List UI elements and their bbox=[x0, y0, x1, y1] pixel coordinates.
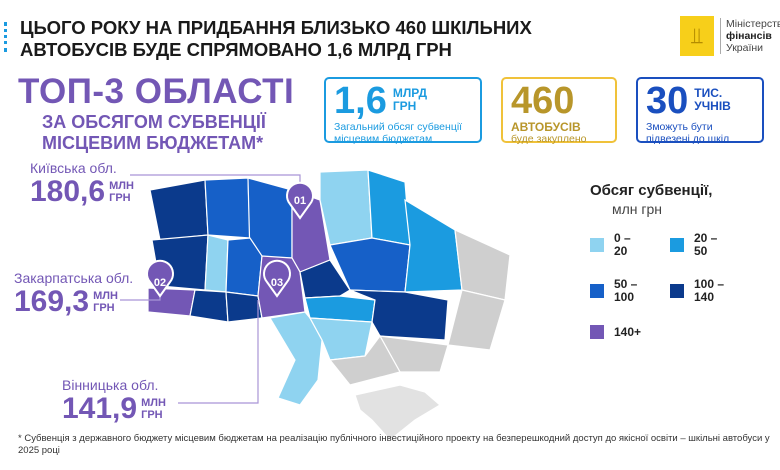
region-kyiv: Київська обл. 180,6 МЛН ГРН bbox=[30, 160, 134, 208]
region-luhansk bbox=[454, 229, 511, 301]
region-vinnytsia: Вінницька обл. 141,9 МЛН ГРН bbox=[62, 377, 166, 425]
legend-swatch bbox=[670, 238, 684, 252]
marker-03: 03 bbox=[263, 259, 291, 298]
legend-subtitle: млн грн bbox=[612, 201, 663, 217]
legend-item: 20 –50 bbox=[670, 232, 717, 258]
stat-buses: 460 АВТОБУСІВ буде закуплено bbox=[501, 77, 617, 145]
trident-icon: ⫫ bbox=[680, 16, 714, 56]
region-kherson bbox=[328, 334, 401, 386]
footnote: * Субвенція з державного бюджету місцеви… bbox=[18, 433, 770, 456]
legend-swatch bbox=[590, 284, 604, 298]
legend-label: 50 –100 bbox=[614, 277, 638, 304]
region-cherkasy bbox=[299, 259, 351, 299]
legend-label: 0 –20 bbox=[614, 231, 631, 258]
headline: ЦЬОГО РОКУ НА ПРИДБАННЯ БЛИЗЬКО 460 ШКІЛ… bbox=[20, 17, 532, 60]
region-donetsk bbox=[447, 289, 506, 351]
legend-label: 140+ bbox=[614, 324, 642, 339]
svg-text:03: 03 bbox=[271, 277, 283, 289]
legend-item: 140+ bbox=[590, 325, 641, 339]
top3-title: ТОП-3 ОБЛАСТІ bbox=[18, 72, 295, 111]
region-chernihiv bbox=[319, 169, 373, 246]
region-volyn bbox=[149, 179, 209, 241]
legend-label: 100 –140 bbox=[694, 277, 725, 304]
legend-swatch bbox=[590, 325, 604, 339]
legend-item: 100 –140 bbox=[670, 278, 724, 304]
marker-01: 01 bbox=[286, 181, 314, 220]
legend-swatch bbox=[670, 284, 684, 298]
legend-title: Обсяг субвенції, bbox=[590, 182, 713, 199]
region-zakarpattia: Закарпатська обл. 169,3 МЛН ГРН bbox=[14, 270, 134, 318]
legend-label: 20 –50 bbox=[694, 231, 718, 258]
marker-02: 02 bbox=[146, 259, 174, 298]
region-zakarpattia bbox=[147, 287, 196, 317]
logo-divider bbox=[720, 18, 721, 54]
region-ternopil bbox=[204, 234, 229, 293]
stat-students: 30 ТИС. УЧНІВ Зможуть бути підвезені до шкіл bbox=[636, 77, 764, 145]
region-crimea bbox=[354, 384, 442, 441]
region-kharkiv bbox=[404, 198, 463, 293]
svg-text:01: 01 bbox=[294, 195, 306, 207]
svg-text:02: 02 bbox=[154, 277, 166, 289]
region-chernivtsi bbox=[225, 291, 263, 323]
legend-swatch bbox=[590, 238, 604, 252]
stat-total-subvention: 1,6 МЛРД ГРН Загальний обсяг субвенції місце… bbox=[324, 77, 482, 145]
region-sumy bbox=[367, 169, 411, 246]
ministry-logo-text: МіністерствофінансівУкраїни bbox=[726, 18, 780, 54]
decor-dots bbox=[4, 22, 7, 52]
callout-line-vinnytsia bbox=[178, 300, 259, 404]
legend-item: 0 –20 bbox=[590, 232, 631, 258]
region-dnipro bbox=[349, 289, 449, 341]
top3-subtitle: ЗА ОБСЯГОМ СУБВЕНЦІЇ МІСЦЕВИМ БЮДЖЕТАМ* bbox=[42, 112, 266, 153]
region-rivne bbox=[204, 177, 251, 239]
region-ivano-frankivsk bbox=[189, 289, 229, 323]
legend-item: 50 –100 bbox=[590, 278, 637, 304]
